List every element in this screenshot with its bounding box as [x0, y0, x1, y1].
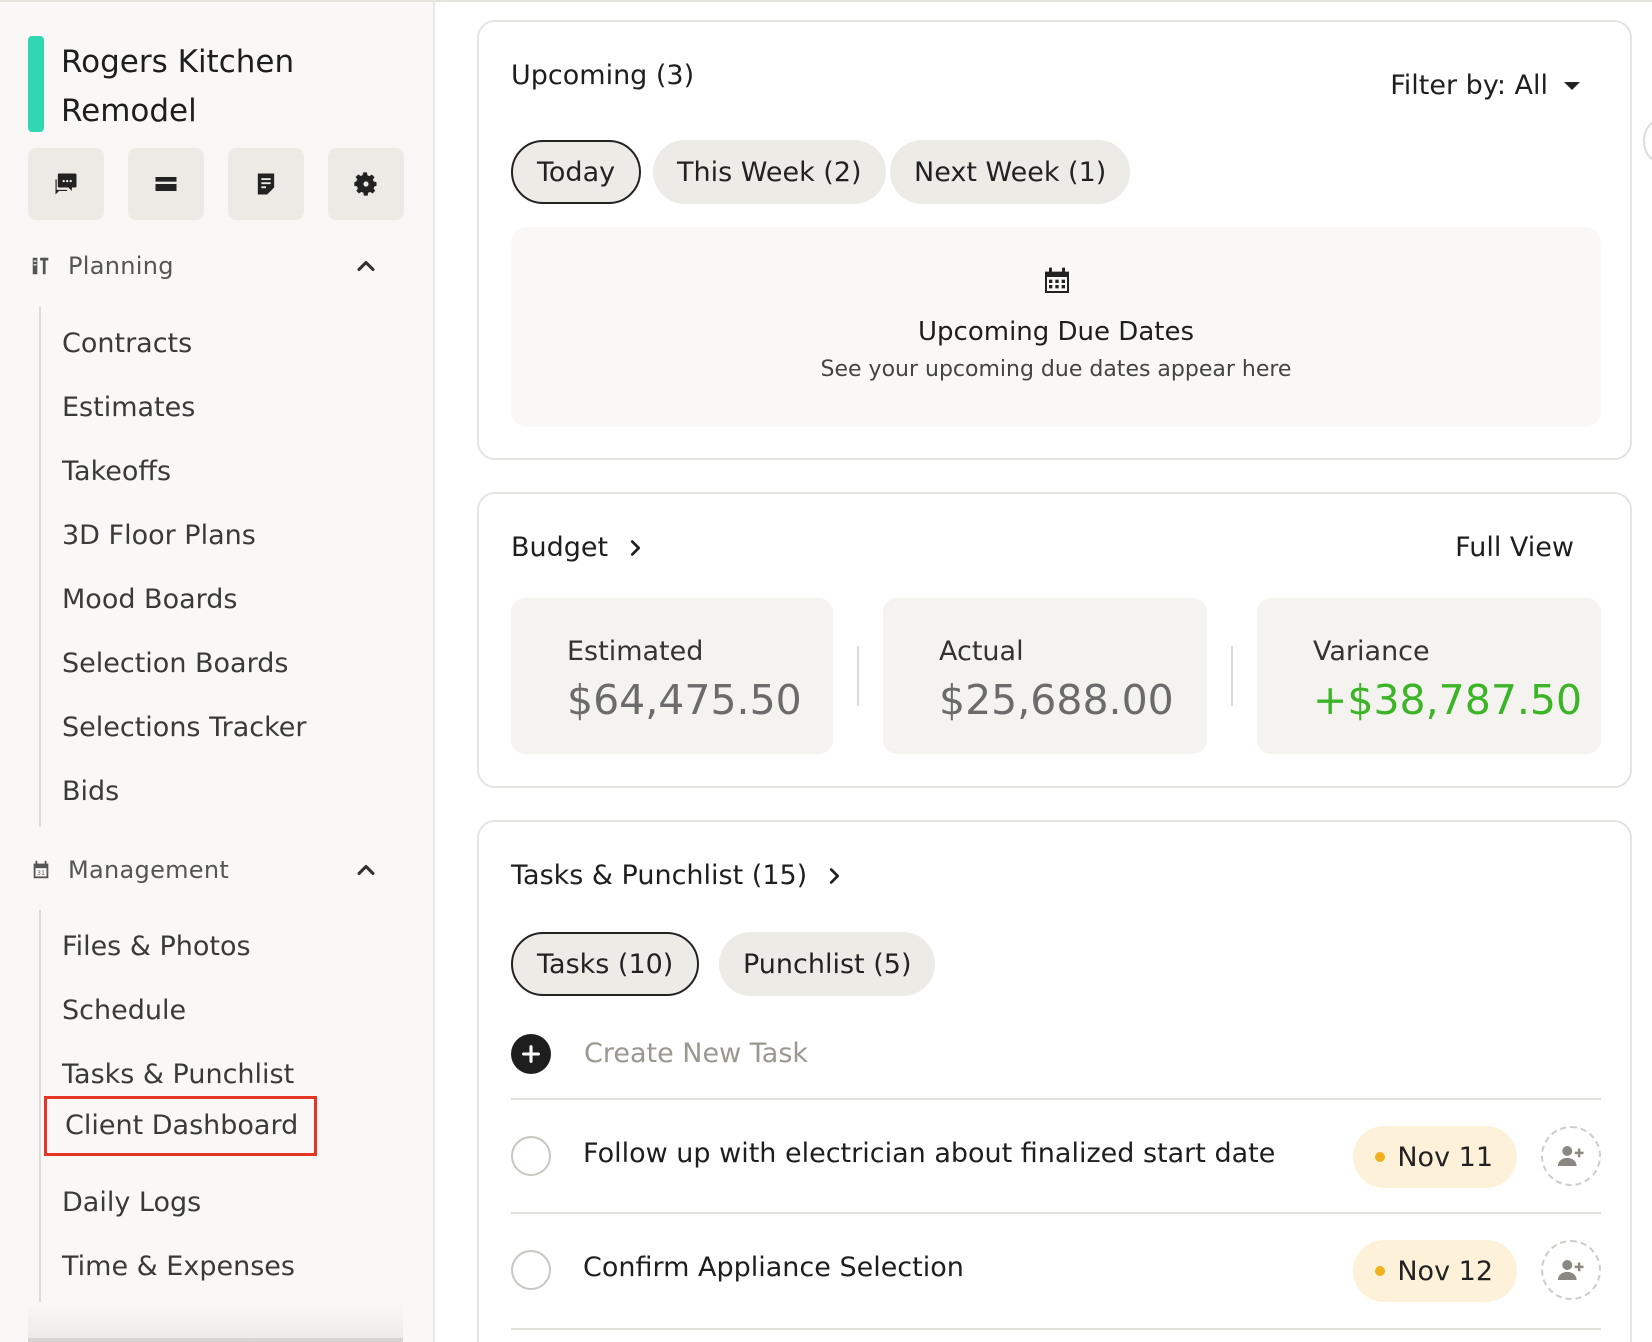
actual-value: $25,688.00 — [939, 676, 1174, 724]
metric-separator — [1231, 646, 1233, 706]
project-accent-bar — [28, 36, 44, 132]
upcoming-empty-state: Upcoming Due Dates See your upcoming due… — [511, 227, 1601, 427]
divider — [511, 1098, 1601, 1100]
inbox-button[interactable] — [128, 148, 204, 220]
svg-text:31: 31 — [37, 869, 45, 877]
add-user-icon — [1557, 1146, 1584, 1166]
chevron-right-icon — [631, 539, 641, 556]
nav-schedule[interactable]: Schedule — [62, 995, 187, 1026]
add-task-button[interactable] — [511, 1034, 551, 1074]
sidebar: Rogers Kitchen Remodel — [0, 2, 435, 1342]
assign-user-button[interactable] — [1541, 1240, 1601, 1300]
sidebar-scroll-fade — [28, 1302, 403, 1342]
variance-metric: Variance +$38,787.50 — [1257, 598, 1601, 754]
inbox-icon — [155, 177, 177, 191]
tasks-card: Tasks & Punchlist (15) Tasks (10) Punchl… — [477, 820, 1632, 1342]
due-date-badge[interactable]: Nov 12 — [1353, 1240, 1517, 1302]
nav-time-expenses[interactable]: Time & Expenses — [62, 1251, 295, 1282]
due-date-badge[interactable]: Nov 11 — [1353, 1126, 1517, 1188]
settings-button[interactable] — [328, 148, 404, 220]
create-task-input[interactable]: Create New Task — [584, 1038, 809, 1069]
nav-daily-logs[interactable]: Daily Logs — [62, 1187, 202, 1218]
chevron-right-icon — [830, 867, 840, 884]
nav-contracts[interactable]: Contracts — [62, 328, 193, 359]
full-view-link[interactable]: Full View — [1455, 532, 1574, 563]
planning-section-header[interactable]: Planning — [28, 246, 380, 286]
metric-separator — [857, 646, 859, 706]
planning-icon — [28, 253, 54, 279]
planning-nav-line — [39, 307, 41, 827]
due-date: Nov 11 — [1397, 1141, 1493, 1173]
upcoming-title: Upcoming (3) — [511, 60, 695, 91]
divider — [511, 1328, 1601, 1330]
assign-user-button[interactable] — [1541, 1126, 1601, 1186]
settings-icon — [354, 172, 377, 196]
actual-label: Actual — [939, 636, 1024, 667]
tasks-header-link[interactable]: Tasks & Punchlist (15) — [511, 860, 845, 891]
management-label: Management — [68, 856, 230, 884]
estimated-metric: Estimated $64,475.50 — [511, 598, 833, 754]
budget-header-link[interactable]: Budget — [511, 532, 646, 563]
scroll-edge-handle[interactable] — [1643, 120, 1652, 162]
messages-icon — [55, 173, 77, 195]
task-checkbox[interactable] — [511, 1250, 551, 1290]
management-nav-line — [39, 910, 41, 1302]
empty-state-title: Upcoming Due Dates — [918, 317, 1194, 347]
nav-tasks-punchlist[interactable]: Tasks & Punchlist — [62, 1059, 295, 1090]
nav-mood-boards[interactable]: Mood Boards — [62, 584, 238, 615]
task-title[interactable]: Follow up with electrician about finaliz… — [583, 1138, 1276, 1169]
nav-bids[interactable]: Bids — [62, 776, 120, 807]
tab-next-week[interactable]: Next Week (1) — [890, 140, 1131, 204]
task-row: Follow up with electrician about finaliz… — [511, 1100, 1601, 1210]
task-title[interactable]: Confirm Appliance Selection — [583, 1252, 964, 1283]
tab-tasks[interactable]: Tasks (10) — [511, 932, 700, 996]
tab-this-week[interactable]: This Week (2) — [653, 140, 886, 204]
status-dot — [1375, 1266, 1386, 1276]
caret-down-icon — [1564, 81, 1580, 90]
planning-label: Planning — [68, 252, 174, 280]
upcoming-card: Upcoming (3) Filter by: All Today This W… — [477, 20, 1632, 460]
nav-files-photos[interactable]: Files & Photos — [62, 931, 251, 962]
project-title: Rogers Kitchen Remodel — [61, 44, 295, 129]
variance-value: +$38,787.50 — [1313, 676, 1583, 724]
calendar-icon — [1045, 267, 1069, 293]
nav-3d-floor-plans[interactable]: 3D Floor Plans — [62, 520, 256, 551]
filter-label: Filter by: All — [1390, 70, 1548, 101]
status-dot — [1375, 1152, 1386, 1162]
chevron-up-icon[interactable] — [352, 252, 380, 280]
nav-client-dashboard[interactable]: Client Dashboard — [44, 1096, 318, 1156]
filter-dropdown[interactable]: Filter by: All — [1390, 70, 1580, 101]
calendar-icon: 31 — [28, 857, 54, 883]
nav-selection-boards[interactable]: Selection Boards — [62, 648, 289, 679]
divider — [511, 1212, 1601, 1214]
notes-icon — [257, 173, 275, 195]
task-checkbox[interactable] — [511, 1136, 551, 1176]
tab-punchlist[interactable]: Punchlist (5) — [719, 932, 936, 996]
tasks-title: Tasks & Punchlist (15) — [511, 860, 808, 891]
nav-takeoffs[interactable]: Takeoffs — [62, 456, 172, 487]
empty-state-subtitle: See your upcoming due dates appear here — [820, 357, 1292, 382]
quick-actions — [28, 148, 404, 220]
budget-title: Budget — [511, 532, 609, 563]
estimated-value: $64,475.50 — [567, 676, 802, 724]
nav-selections-tracker[interactable]: Selections Tracker — [62, 712, 307, 743]
variance-label: Variance — [1313, 636, 1430, 667]
nav-estimates[interactable]: Estimates — [62, 392, 196, 423]
due-date: Nov 12 — [1397, 1255, 1493, 1287]
add-user-icon — [1557, 1260, 1584, 1280]
management-section-header[interactable]: 31 Management — [28, 850, 380, 890]
chevron-up-icon[interactable] — [352, 856, 380, 884]
notes-button[interactable] — [228, 148, 304, 220]
estimated-label: Estimated — [567, 636, 704, 667]
budget-card: Budget Full View Estimated $64,475.50 Ac… — [477, 492, 1632, 788]
messages-button[interactable] — [28, 148, 104, 220]
plus-icon — [522, 1045, 540, 1063]
task-row: Confirm Appliance Selection Nov 12 — [511, 1214, 1601, 1324]
actual-metric: Actual $25,688.00 — [883, 598, 1207, 754]
tab-today[interactable]: Today — [511, 140, 642, 204]
